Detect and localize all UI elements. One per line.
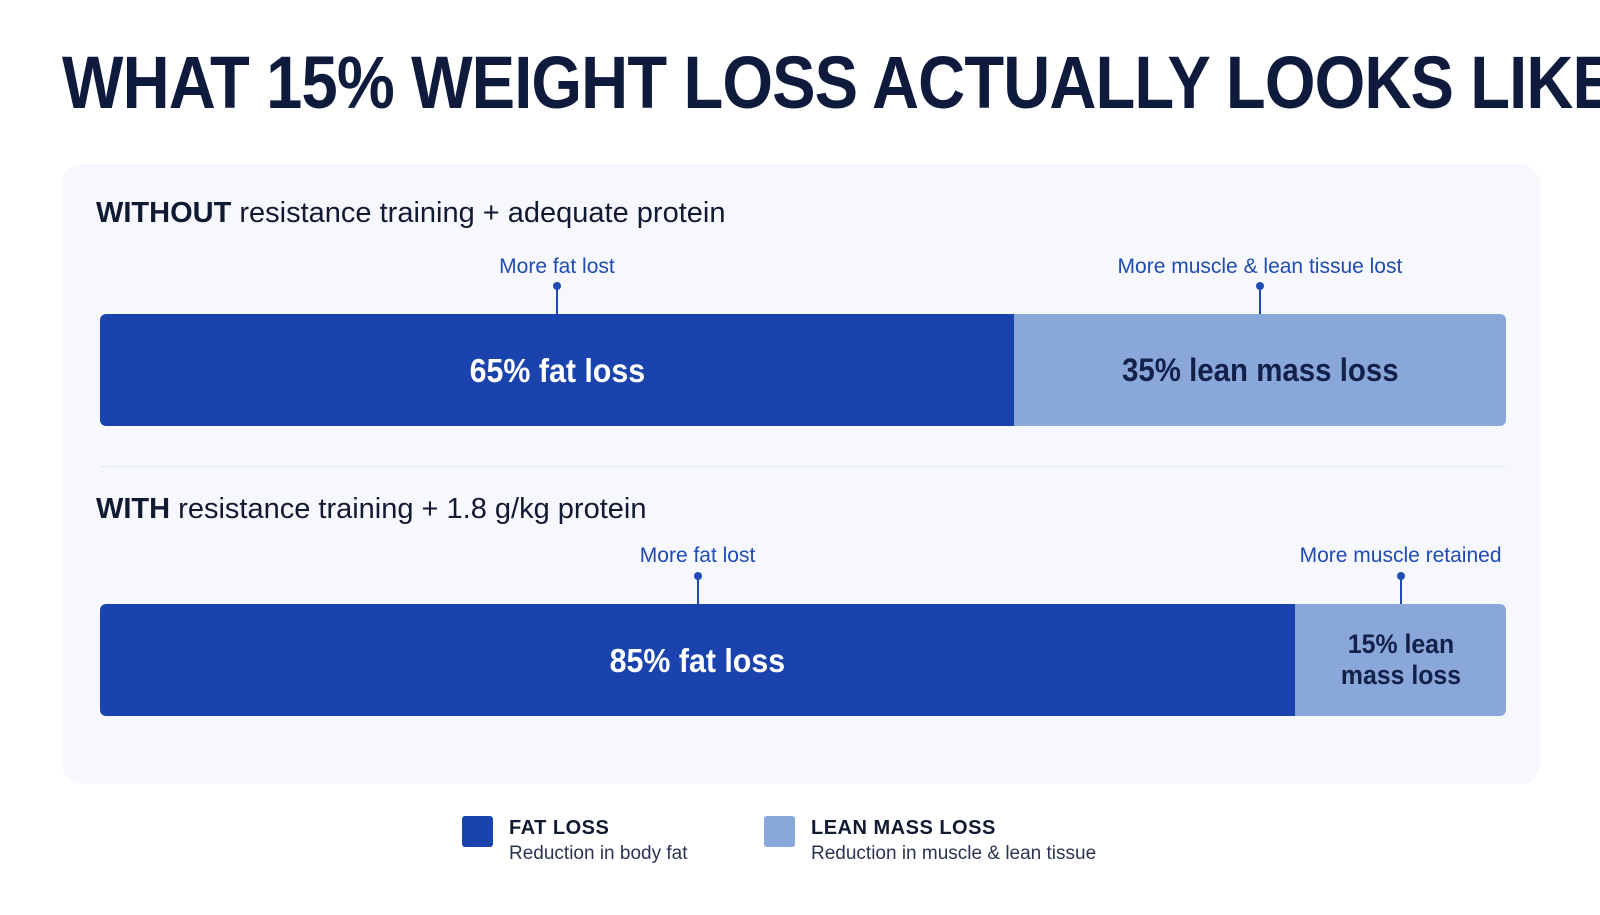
lean-annotation-tick — [1399, 576, 1402, 604]
row-heading: WITH resistance training + 1.8 g/kg prot… — [96, 492, 646, 526]
row-heading-rest: resistance training + adequate protein — [239, 197, 726, 229]
fat-loss-label: 65% fat loss — [469, 351, 645, 389]
fat-annotation-tick — [555, 286, 558, 314]
lean-mass-label: 35% lean mass loss — [1121, 351, 1399, 388]
chart-panel: WITHOUT resistance training + adequate p… — [62, 164, 1540, 784]
legend-description: Reduction in muscle & lean tissue — [811, 843, 1097, 864]
fat-annotation-tick — [696, 576, 699, 604]
lean-mass-swatch — [764, 816, 795, 847]
section-divider — [100, 466, 1506, 467]
row-heading-bold: WITHOUT — [96, 197, 232, 229]
fat-loss-segment: 65% fat loss — [100, 314, 1014, 426]
stacked-bar: 65% fat loss 35% lean mass loss — [100, 314, 1506, 426]
fat-annotation: More fat lost — [499, 255, 615, 278]
fat-loss-segment: 85% fat loss — [100, 604, 1296, 716]
row-heading-bold: WITH — [96, 493, 171, 525]
fat-loss-swatch — [462, 816, 493, 847]
legend-description: Reduction in body fat — [509, 843, 688, 864]
lean-annotation-tick — [1258, 286, 1261, 314]
lean-mass-segment: 15% lean mass loss — [1295, 604, 1506, 716]
row-heading-rest: resistance training + 1.8 g/kg protein — [178, 493, 647, 525]
row-heading: WITHOUT resistance training + adequate p… — [96, 196, 725, 230]
legend-title: LEAN MASS LOSS — [811, 817, 996, 839]
lean-annotation: More muscle retained — [1299, 544, 1502, 567]
lean-annotation: More muscle & lean tissue lost — [1117, 255, 1403, 278]
page-title: WHAT 15% WEIGHT LOSS ACTUALLY LOOKS LIKE — [62, 41, 1600, 124]
legend-title: FAT LOSS — [509, 817, 610, 839]
lean-mass-label: 15% lean mass loss — [1340, 629, 1461, 690]
lean-mass-segment: 35% lean mass loss — [1013, 314, 1506, 426]
stacked-bar: 85% fat loss 15% lean mass loss — [100, 604, 1506, 716]
fat-annotation: More fat lost — [639, 544, 756, 567]
fat-loss-label: 85% fat loss — [609, 641, 786, 679]
